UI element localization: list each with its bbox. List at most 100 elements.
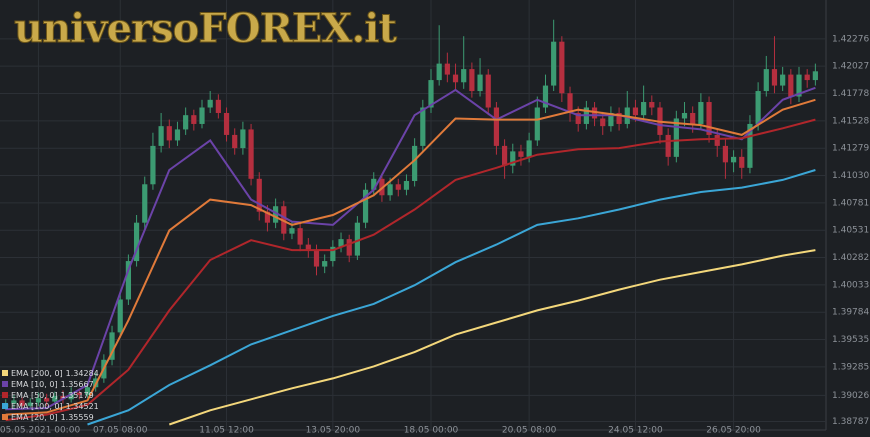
candle-body	[632, 107, 639, 116]
candle-body	[804, 74, 810, 81]
candle-body	[52, 395, 58, 402]
candle-body	[223, 112, 230, 135]
candle-body	[142, 184, 148, 223]
candle-body	[27, 402, 33, 406]
candle-body	[518, 151, 524, 157]
candle-body	[452, 74, 459, 83]
candle-body	[526, 140, 532, 157]
candle-body	[273, 206, 279, 223]
candle-body	[289, 228, 295, 234]
candle-body	[297, 228, 303, 245]
candle-body	[591, 107, 598, 119]
candle-body	[256, 178, 262, 212]
candle-body	[322, 261, 328, 267]
candle-body	[444, 63, 450, 75]
y-tick-label: 1.41778	[832, 89, 869, 99]
ema-line	[5, 86, 816, 411]
y-tick-label: 1.39026	[832, 391, 869, 401]
candle-body	[11, 400, 17, 404]
ema-line	[87, 169, 816, 426]
legend-value: 1.34521	[66, 402, 99, 411]
legend-value: 1.35559	[61, 413, 94, 422]
candle-body	[264, 211, 271, 223]
candle-body	[338, 239, 344, 247]
candle-body	[551, 41, 557, 86]
y-tick-label: 1.41279	[832, 144, 869, 154]
legend-name: EMA [200, 0]	[11, 369, 63, 378]
candle-body	[420, 107, 426, 146]
y-tick-label: 1.39784	[832, 308, 869, 318]
legend-entry: EMA [20, 0] 1.35559	[11, 413, 94, 422]
candle-body	[665, 134, 671, 157]
candle-body	[510, 151, 516, 166]
candle-body	[232, 134, 238, 149]
y-tick-label: 1.42027	[832, 62, 869, 72]
candle-body	[501, 145, 508, 166]
candle-body	[714, 134, 720, 146]
candle-body	[215, 99, 221, 113]
legend-name: EMA [10, 0]	[11, 380, 58, 389]
candle-body	[428, 80, 434, 108]
ema-line	[5, 98, 816, 416]
candle-body	[362, 189, 369, 223]
candle-body	[559, 41, 565, 94]
x-tick-label: 07.05 08:00	[93, 426, 148, 436]
y-tick-label: 1.41528	[832, 116, 869, 126]
x-tick-label: 24.05 12:00	[608, 426, 663, 436]
legend-name: EMA [50, 0]	[11, 391, 58, 400]
candle-body	[780, 74, 786, 86]
candle-body	[371, 178, 377, 190]
ema-line	[5, 118, 816, 422]
legend-name: EMA [100, 0]	[11, 402, 63, 411]
y-tick-label: 1.40282	[832, 253, 869, 263]
legend-swatch	[2, 370, 8, 376]
candle-body	[739, 156, 745, 168]
candle-body	[485, 74, 491, 108]
y-tick-label: 1.40033	[832, 280, 869, 290]
candle-body	[542, 85, 549, 108]
candle-body	[183, 115, 189, 130]
candle-body	[346, 239, 352, 256]
candle-body	[649, 102, 655, 108]
legend-swatch	[2, 381, 8, 387]
candle-body	[673, 118, 679, 157]
candle-body	[690, 112, 696, 124]
y-tick-label: 1.42276	[832, 34, 869, 44]
candle-body	[788, 74, 794, 97]
ema-lines	[5, 86, 816, 426]
legend-value: 1.35179	[61, 391, 94, 400]
candle-body	[534, 107, 540, 141]
candle-body	[158, 126, 164, 146]
candle-body	[461, 69, 467, 83]
y-tick-label: 1.39535	[832, 335, 869, 345]
candle-body	[395, 184, 401, 190]
candle-body	[150, 145, 156, 185]
candle-body	[117, 299, 123, 333]
candle-body	[600, 118, 606, 127]
candle-body	[575, 112, 581, 124]
watermark: universoFOREX.it	[14, 5, 397, 52]
candle-body	[133, 222, 140, 262]
y-tick-label: 1.38787	[832, 417, 869, 427]
candle-body	[755, 91, 761, 124]
candle-body	[191, 115, 197, 124]
axes: 1.42276 1.42027 1.41778 1.41528 1.41279 1.410…	[0, 34, 869, 435]
candle-body	[109, 332, 115, 360]
candle-body	[641, 102, 647, 116]
candle-body	[698, 102, 704, 124]
candle-body	[747, 123, 753, 168]
candle-body	[248, 129, 254, 179]
candle-body	[681, 112, 688, 119]
legend-swatch	[2, 414, 8, 420]
candle-body	[403, 180, 410, 190]
legend-value: 1.35667	[61, 380, 94, 389]
x-tick-label: 11.05 12:00	[199, 426, 254, 436]
x-tick-label: 26.05 20:00	[706, 426, 761, 436]
legend-entry: EMA [50, 0] 1.35179	[11, 391, 94, 400]
candle-body	[19, 400, 25, 406]
candle-body	[60, 395, 66, 400]
candle-body	[207, 99, 213, 108]
